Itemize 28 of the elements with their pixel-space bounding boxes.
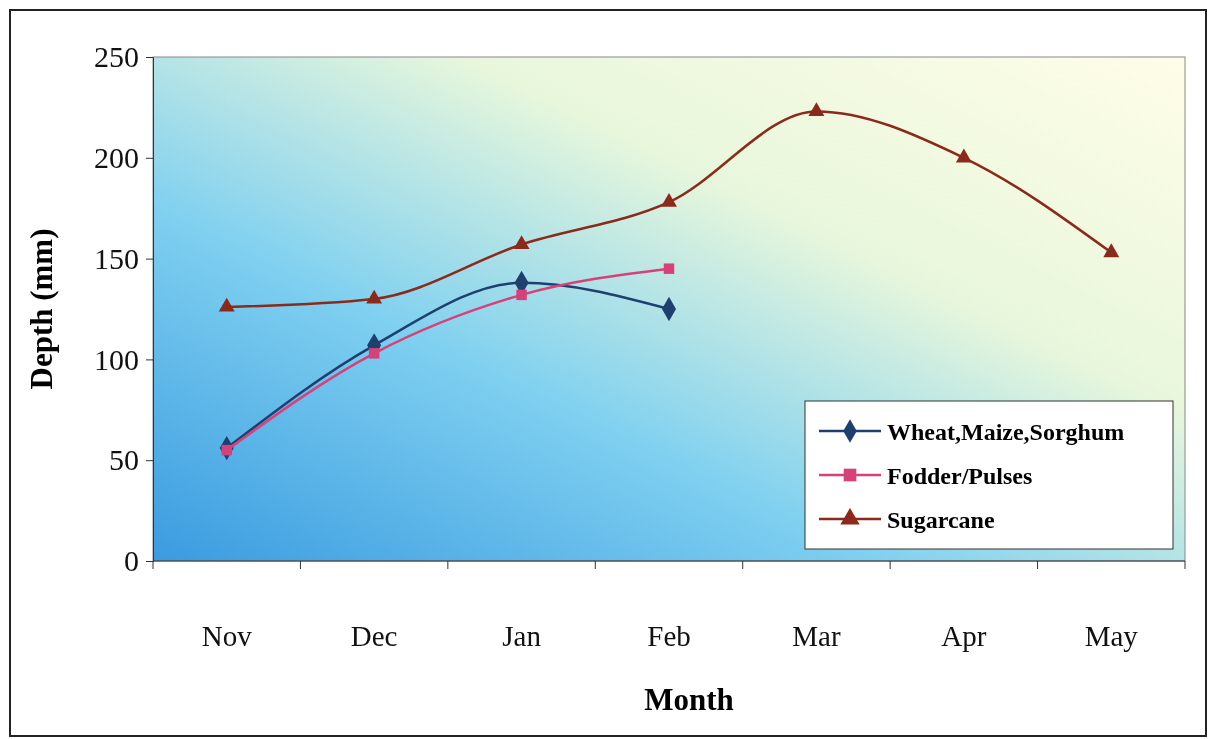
legend-label: Fodder/Pulses <box>887 463 1033 489</box>
point <box>808 102 825 117</box>
x-tick-label: Mar <box>792 620 841 652</box>
point <box>218 297 235 312</box>
point <box>366 289 383 304</box>
x-tick-label: May <box>1084 620 1139 652</box>
y-tick-label: 100 <box>94 342 139 376</box>
y-tick-label: 200 <box>94 140 139 174</box>
x-tick-label: Apr <box>941 620 987 652</box>
x-tick-label: Jan <box>502 620 542 652</box>
x-axis-title: Month <box>644 682 734 717</box>
point <box>661 192 677 207</box>
point <box>368 348 380 359</box>
point <box>516 289 527 301</box>
x-tick-label: Dec <box>350 620 398 652</box>
point <box>955 148 972 163</box>
y-axis-title: Depth (mm) <box>24 228 59 390</box>
legend-label: Wheat,Maize,Sorghum <box>887 419 1125 445</box>
x-tick-label: Feb <box>647 620 691 652</box>
y-tick-label: 150 <box>94 241 139 275</box>
point <box>663 263 675 274</box>
legend-label: Sugarcane <box>887 507 995 533</box>
y-tick-label: 250 <box>94 40 139 74</box>
y-tick-label: 0 <box>124 544 139 578</box>
y-tick-label: 50 <box>109 443 139 477</box>
point <box>1103 243 1120 258</box>
x-tick-label: Nov <box>201 620 253 652</box>
point <box>513 235 530 250</box>
